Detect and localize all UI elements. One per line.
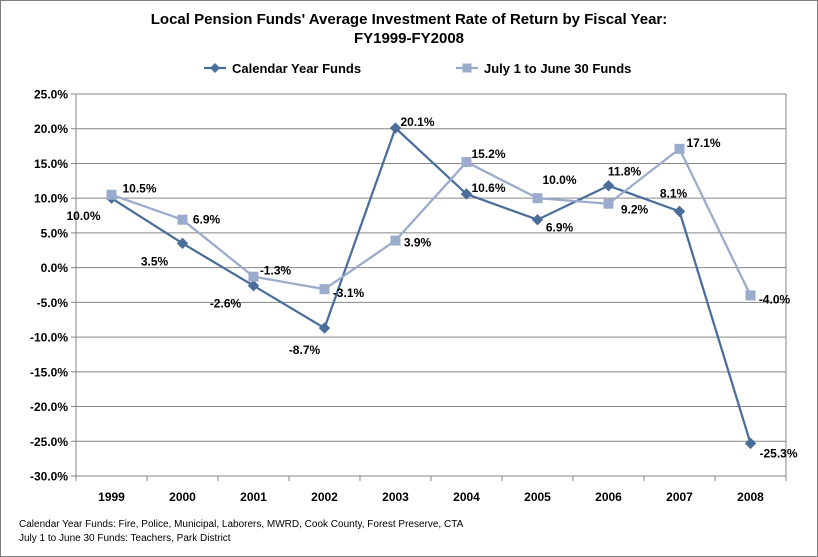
x-tick-label: 2003 [382,490,409,504]
data-label: -25.3% [759,446,797,460]
x-tick-label: 2000 [169,490,196,504]
x-tick-label: 2002 [311,490,338,504]
data-label: 9.2% [621,203,649,217]
y-tick-label: -15.0% [30,365,68,379]
data-point-square [532,193,543,204]
y-tick-label: 25.0% [34,88,68,102]
data-label: 3.5% [141,254,169,268]
data-point-diamond [176,237,189,250]
data-point-square [674,143,685,154]
data-label: 3.9% [404,236,432,250]
series-line-calendar-year [110,126,752,444]
data-point-diamond [602,179,615,192]
data-label: 20.1% [400,115,434,129]
data-label: -8.7% [289,343,321,357]
data-point-square [603,198,614,209]
data-label: 15.2% [471,147,505,161]
data-label: 6.9% [546,221,574,235]
data-point-square [461,157,472,168]
data-label: 6.9% [193,213,221,227]
legend: Calendar Year Funds July 1 to June 30 Fun… [204,61,631,76]
y-tick-label: 10.0% [34,192,68,206]
data-label: 10.5% [122,182,156,196]
data-point-diamond [531,214,544,226]
chart-title-line2: FY1999-FY2008 [353,30,465,47]
data-point-square [248,271,259,282]
data-label: 8.1% [660,186,688,200]
data-label: 10.0% [542,173,576,187]
data-point-diamond [673,205,686,218]
y-tick-label: 15.0% [34,157,68,171]
data-label: -1.3% [260,264,292,278]
data-point-square [106,189,117,200]
data-point-diamond [247,279,260,292]
y-tick-label: 0.0% [41,261,69,275]
y-tick-label: 5.0% [41,226,69,240]
data-point-square [745,290,756,301]
data-point-diamond [389,122,402,134]
data-point-diamond [744,437,757,450]
data-label: 11.8% [608,165,642,179]
chart-title-line1: Local Pension Funds' Average Investment … [150,11,668,28]
y-tick-labels: -30.0% -25.0% -20.0% -15.0% -10.0% -5.0% 0.0% 5… [30,88,68,484]
data-point-diamond [318,322,331,334]
gridlines [76,93,786,477]
x-tick-label: 2005 [524,490,551,504]
footnote-fiscal-year: July 1 to June 30 Funds: Teachers, Park … [19,533,231,544]
legend-marker-square [462,63,472,73]
y-tick-label: -5.0% [37,296,69,310]
y-tick-label: 20.0% [34,122,68,136]
series-lines [110,126,752,444]
x-tick-label: 2001 [240,490,267,504]
axes [71,93,787,481]
legend-marker-diamond [210,63,220,73]
x-tick-label: 2004 [453,490,480,504]
y-tick-label: -30.0% [30,470,68,484]
data-label: 10.6% [471,181,505,195]
footnote-calendar-year: Calendar Year Funds: Fire, Police, Munic… [19,519,464,530]
y-tick-label: -25.0% [30,435,68,449]
x-tick-label: 2008 [737,490,764,504]
x-tick-label: 1999 [98,490,125,504]
data-label: -3.1% [333,286,365,300]
data-label: -2.6% [210,297,242,311]
data-point-diamond [460,188,473,200]
data-point-square [319,284,330,295]
x-tick-labels: 1999 2000 2001 2002 2003 2004 2005 2006 2007 2008 [98,490,764,504]
legend-label: July 1 to June 30 Funds [484,61,631,76]
x-tick-label: 2006 [595,490,622,504]
x-tick-label: 2007 [666,490,693,504]
data-label: -4.0% [759,292,791,306]
series-line-fiscal-year [111,147,752,296]
data-labels: 10.0% 3.5% -2.6% -8.7% 20.1% 10.6% 6.9% 11.8% 8.… [66,115,797,460]
legend-label: Calendar Year Funds [232,61,361,76]
y-tick-label: -20.0% [30,400,68,414]
data-point-square [177,214,188,225]
y-tick-label: -10.0% [30,331,68,345]
data-point-square [390,235,401,246]
data-label: 17.1% [686,136,720,150]
series-markers [105,122,757,450]
data-label: 10.0% [66,209,100,223]
